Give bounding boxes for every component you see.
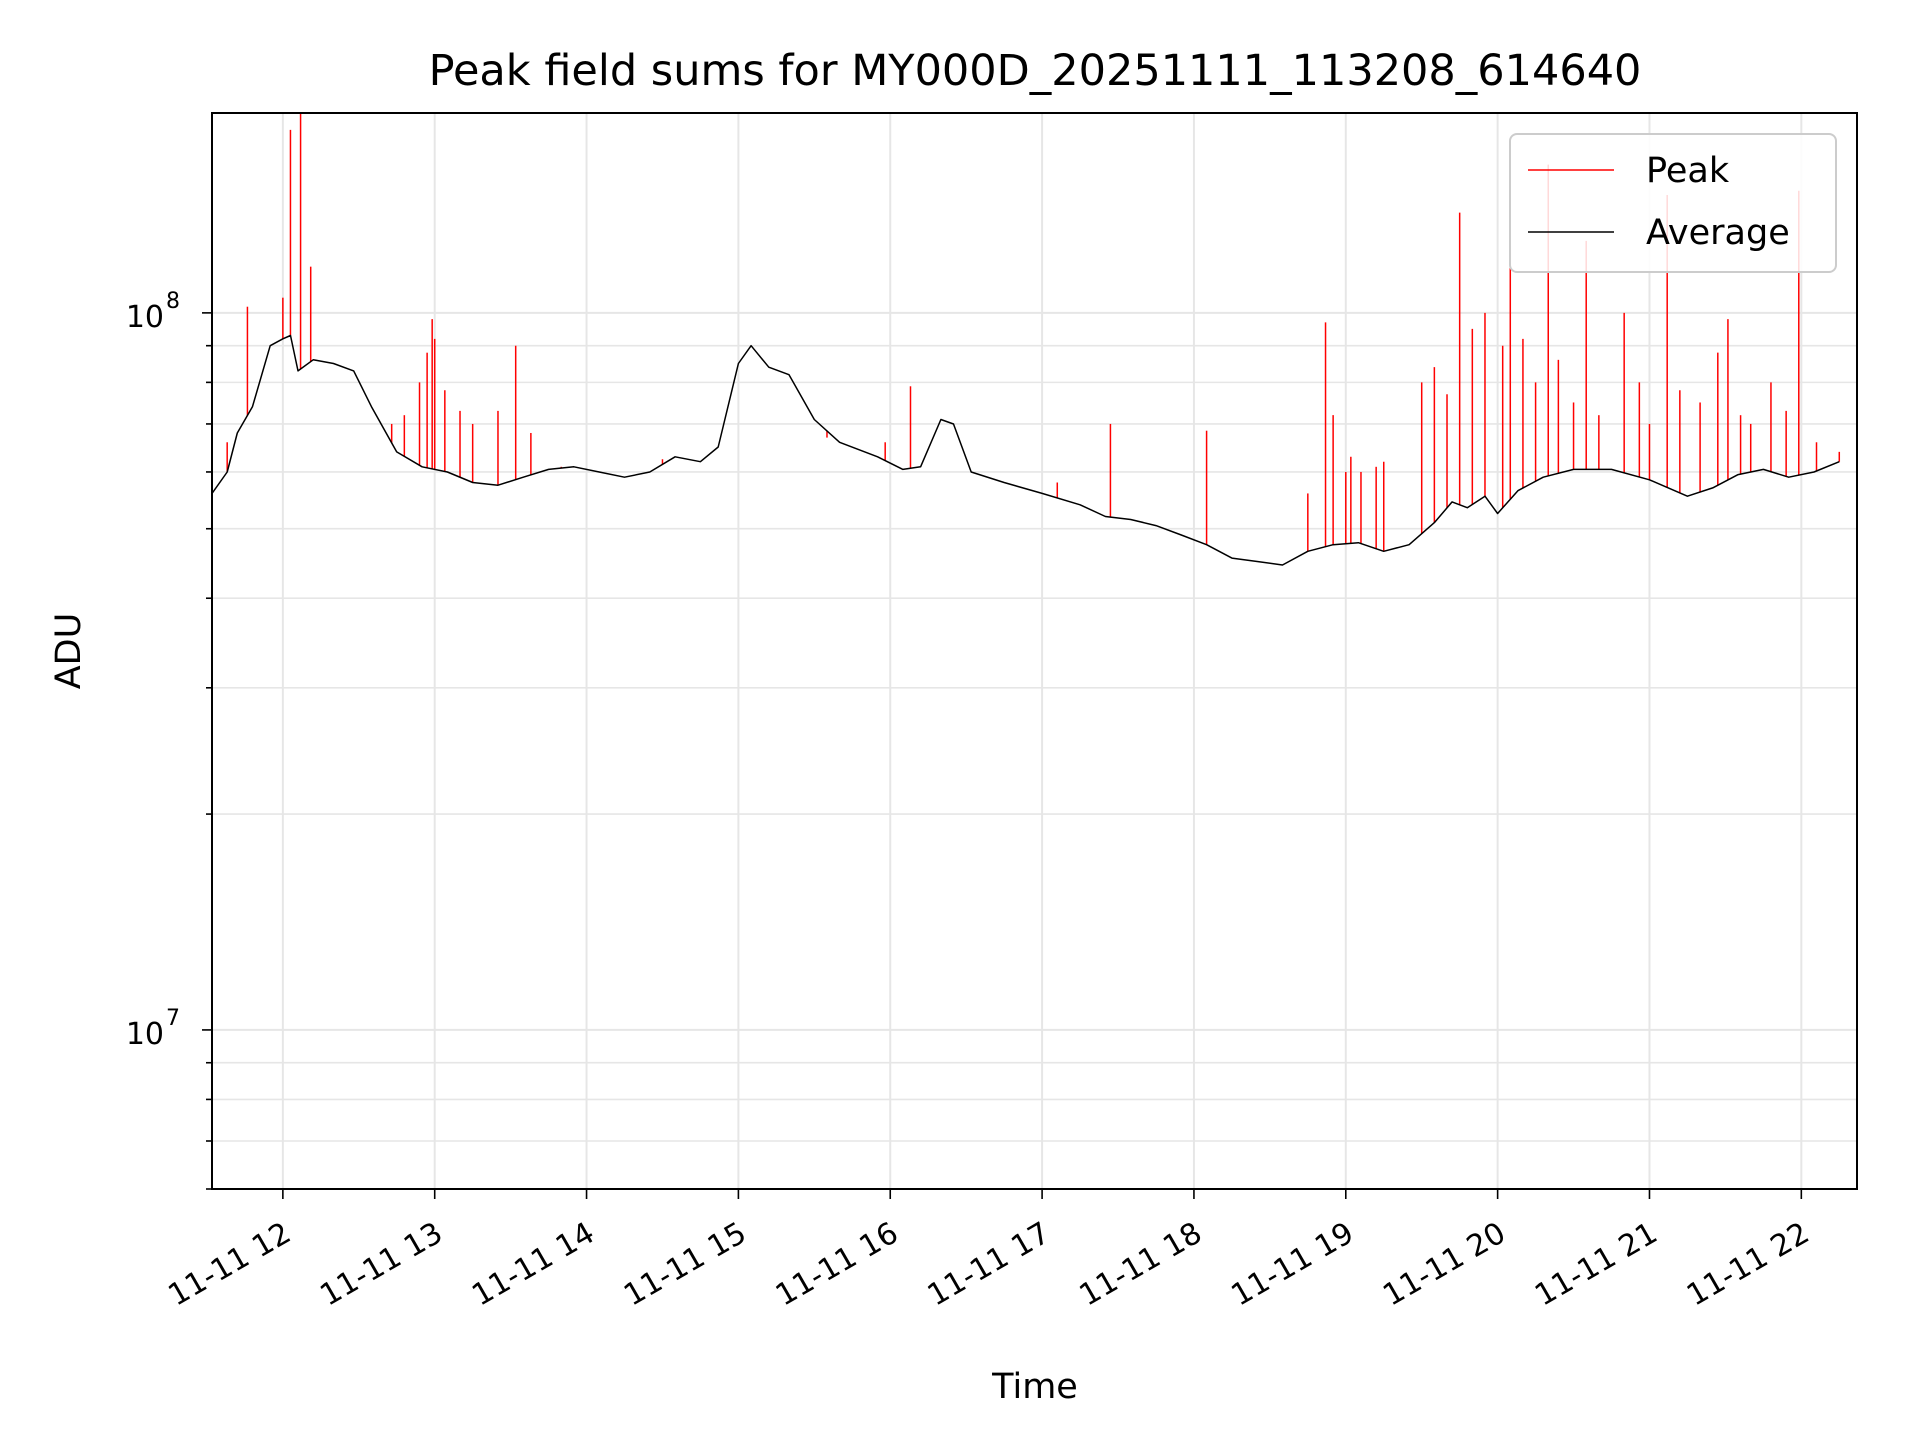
y-tick-exponent: 8 [166, 289, 180, 314]
plot-frame [211, 112, 1858, 1190]
legend-peak-label: Peak [1646, 151, 1730, 191]
legend-average-label: Average [1646, 213, 1790, 253]
grid [212, 113, 1857, 1190]
legend: Peak Average [1509, 133, 1837, 273]
y-axis-label: ADU [49, 613, 89, 690]
average-line [211, 334, 1840, 566]
chart-title: Peak field sums for MY000D_20251111_1132… [429, 46, 1642, 96]
y-tick-label: 10 [126, 1017, 164, 1052]
legend-box [1509, 133, 1837, 273]
average-series [211, 334, 1840, 566]
x-axis-label: Time [991, 1367, 1078, 1407]
y-tick-label: 10 [126, 300, 164, 335]
peak-series [226, 113, 1841, 552]
y-tick-exponent: 7 [166, 1006, 180, 1031]
